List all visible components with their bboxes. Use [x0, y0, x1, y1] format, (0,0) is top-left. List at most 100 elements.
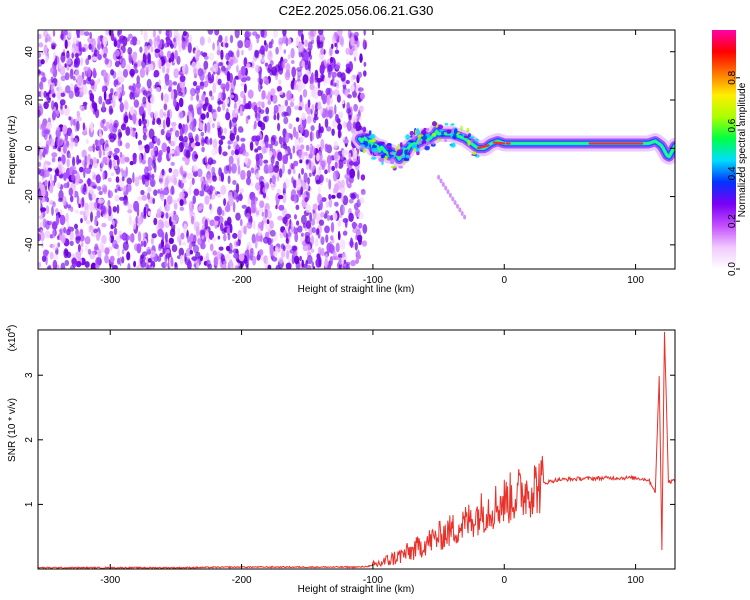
heatmap-cell [260, 30, 265, 38]
heatmap-cell [253, 105, 258, 113]
heatmap-cell [307, 41, 313, 51]
heatmap-cell [189, 243, 193, 250]
heatmap-cell [257, 101, 263, 107]
heatmap-cell [110, 88, 114, 94]
signal-blob [411, 134, 416, 139]
heatmap-cell [81, 149, 87, 158]
signal-blob [402, 155, 406, 158]
signal-blob [423, 143, 427, 147]
heatmap-cell [146, 249, 152, 255]
heatmap-cell [45, 55, 48, 64]
signal-blob [454, 128, 458, 135]
heatmap-cell [128, 215, 132, 226]
heatmap-cell [163, 93, 169, 104]
heatmap-cell [224, 205, 231, 213]
heatmap-cell [225, 245, 231, 252]
heatmap-cell [148, 171, 152, 182]
heatmap-cell [195, 85, 201, 91]
heatmap-cell [207, 30, 214, 35]
signal-blob [450, 142, 456, 148]
heatmap-cell [218, 139, 224, 146]
heatmap-cell [165, 116, 171, 128]
heatmap-cell [126, 177, 133, 185]
heatmap-cell [165, 38, 172, 46]
heatmap-cell [200, 136, 205, 147]
heatmap-cell [119, 196, 125, 201]
heatmap-cell [50, 180, 55, 189]
heatmap-cell [150, 45, 154, 53]
heatmap-cell [326, 214, 331, 222]
heatmap-cell [272, 94, 278, 104]
heatmap-cell [166, 109, 170, 119]
heatmap-cell [126, 235, 130, 241]
heatmap-cell [276, 85, 282, 92]
heatmap-cell [206, 252, 209, 261]
heatmap-cell [282, 154, 288, 165]
heatmap-cell [258, 207, 264, 213]
heatmap-y-ticks: -40 -20 0 20 40 [24, 46, 675, 252]
heatmap-cell [62, 124, 68, 135]
heatmap-cell [51, 221, 58, 230]
heatmap-cell [350, 259, 356, 267]
heatmap-cell [38, 42, 44, 48]
heatmap-cell [204, 155, 208, 163]
signal-blob [451, 127, 455, 134]
heatmap-y-tick-label: 0 [24, 145, 35, 151]
heatmap-cell [295, 131, 299, 140]
heatmap-cell [41, 255, 47, 262]
heatmap-cell [326, 126, 332, 132]
signal-streak [460, 211, 464, 216]
heatmap-cell [337, 123, 342, 131]
heatmap-cell [122, 36, 128, 47]
heatmap-cell [202, 103, 207, 112]
heatmap-cell [157, 119, 162, 125]
heatmap-cell [229, 223, 233, 234]
heatmap-cell [64, 104, 68, 109]
heatmap-cell [223, 233, 227, 242]
heatmap-cell [135, 131, 138, 139]
heatmap-cell [237, 40, 244, 49]
heatmap-cell [217, 78, 222, 86]
signal-streak [441, 182, 445, 187]
heatmap-cell [150, 250, 156, 258]
snr-x-tick-label: -300 [100, 575, 120, 586]
heatmap-cell [66, 228, 71, 236]
heatmap-cell [71, 47, 75, 53]
heatmap-cell [300, 232, 304, 237]
heatmap-cell [115, 176, 120, 183]
heatmap-cell [308, 172, 312, 177]
heatmap-cell [113, 119, 119, 128]
heatmap-cell [188, 132, 193, 139]
heatmap-cell [46, 197, 49, 203]
heatmap-cell [225, 112, 231, 121]
heatmap-cell [258, 70, 262, 81]
heatmap-cell [284, 99, 289, 107]
heatmap-cell [190, 215, 195, 225]
heatmap-cell [51, 205, 54, 216]
heatmap-cell [76, 34, 80, 39]
heatmap-cell [353, 31, 359, 38]
heatmap-cell [214, 30, 220, 36]
heatmap-cell [249, 141, 254, 151]
signal-blob [380, 154, 385, 159]
heatmap-cell [227, 145, 231, 150]
heatmap-cell [107, 189, 111, 199]
heatmap-cell [342, 261, 349, 269]
heatmap-cell [297, 30, 302, 37]
heatmap-cell [321, 197, 327, 202]
heatmap-cell [114, 91, 121, 100]
heatmap-cell [298, 150, 302, 159]
heatmap-cell [270, 154, 275, 165]
heatmap-cell [193, 244, 199, 254]
heatmap-cell [297, 125, 301, 131]
heatmap-cell [209, 137, 213, 145]
heatmap-cell [69, 195, 74, 203]
heatmap-cell [233, 57, 238, 64]
heatmap-cell [123, 185, 129, 196]
heatmap-cell [306, 255, 313, 265]
heatmap-cell [170, 43, 174, 49]
heatmap-cell [128, 33, 133, 39]
heatmap-cell [238, 70, 242, 80]
heatmap-cell [268, 50, 272, 58]
heatmap-cell [345, 79, 350, 85]
